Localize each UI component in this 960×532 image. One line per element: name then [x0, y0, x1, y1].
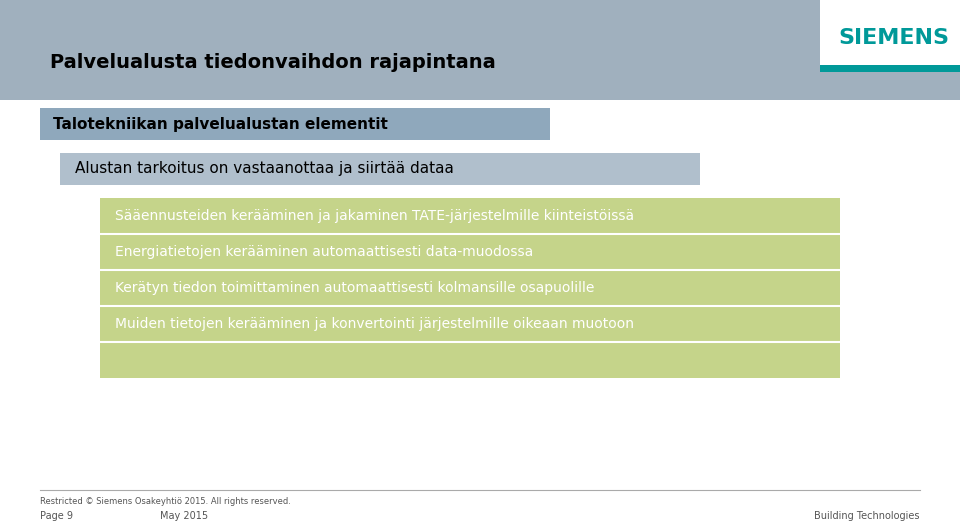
Text: Restricted © Siemens Osakeyhtiö 2015. All rights reserved.: Restricted © Siemens Osakeyhtiö 2015. Al… [40, 497, 291, 506]
Text: Palvelualusta tiedonvaihdon rajapintana: Palvelualusta tiedonvaihdon rajapintana [50, 54, 495, 72]
Text: Sääennusteiden kerääminen ja jakaminen TATE-järjestelmille kiinteistöissä: Sääennusteiden kerääminen ja jakaminen T… [115, 209, 635, 223]
Bar [40, 108, 550, 140]
Text: Page 9: Page 9 [40, 511, 73, 521]
Text: Kerätyn tiedon toimittaminen automaattisesti kolmansille osapuolille: Kerätyn tiedon toimittaminen automaattis… [115, 281, 594, 295]
Text: Building Technologies: Building Technologies [814, 511, 920, 521]
Bar [820, 65, 960, 72]
Bar [820, 0, 960, 65]
Text: May 2015: May 2015 [160, 511, 208, 521]
Bar [0, 0, 960, 100]
Text: Talotekniikan palvelualustan elementit: Talotekniikan palvelualustan elementit [53, 117, 388, 131]
Bar [100, 198, 840, 234]
Bar [100, 342, 840, 378]
Text: Muiden tietojen kerääminen ja konvertointi järjestelmille oikeaan muotoon: Muiden tietojen kerääminen ja konvertoin… [115, 317, 634, 331]
Bar [100, 234, 840, 270]
Bar [100, 306, 840, 342]
Text: Energiatietojen kerääminen automaattisesti data-muodossa: Energiatietojen kerääminen automaattises… [115, 245, 533, 259]
Bar [100, 270, 840, 306]
Text: SIEMENS: SIEMENS [838, 28, 949, 48]
Text: Alustan tarkoitus on vastaanottaa ja siirtää dataa: Alustan tarkoitus on vastaanottaa ja sii… [75, 162, 454, 177]
Bar [60, 153, 700, 185]
